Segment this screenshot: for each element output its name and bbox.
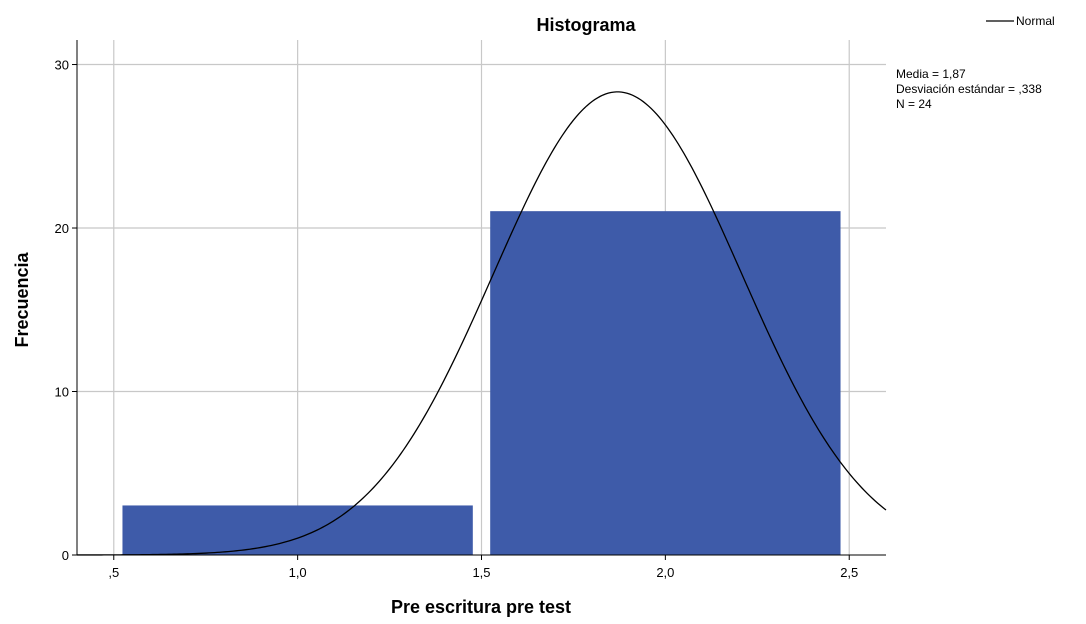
x-tick-label: 1,0 — [289, 565, 307, 580]
stats-n: N = 24 — [896, 97, 932, 111]
stats-sd: Desviación estándar = ,338 — [896, 82, 1042, 96]
bar-layer — [122, 211, 841, 556]
x-tick-label: 1,5 — [472, 565, 490, 580]
histogram-bar — [122, 505, 473, 556]
x-axis-title: Pre escritura pre test — [391, 597, 571, 617]
histogram-bar — [490, 211, 841, 556]
chart-title: Histograma — [536, 15, 636, 35]
y-tick-label: 0 — [62, 548, 69, 563]
y-tick-label: 30 — [55, 58, 69, 73]
y-tick-label: 20 — [55, 221, 69, 236]
stats-box: Media = 1,87 Desviación estándar = ,338 … — [896, 67, 1042, 111]
x-tick-label: ,5 — [108, 565, 119, 580]
legend: Normal — [986, 14, 1055, 28]
normal-curve — [77, 91, 887, 556]
x-tick-label: 2,5 — [840, 565, 858, 580]
stats-mean: Media = 1,87 — [896, 67, 966, 81]
y-tick-label: 10 — [55, 385, 69, 400]
y-axis-title: Frecuencia — [12, 251, 32, 347]
axis-layer: 0 10 20 30 ,5 1,0 1,5 2,0 2,5 — [55, 40, 886, 580]
curve-layer — [77, 91, 887, 556]
x-tick-label: 2,0 — [656, 565, 674, 580]
legend-label-normal: Normal — [1016, 14, 1055, 28]
